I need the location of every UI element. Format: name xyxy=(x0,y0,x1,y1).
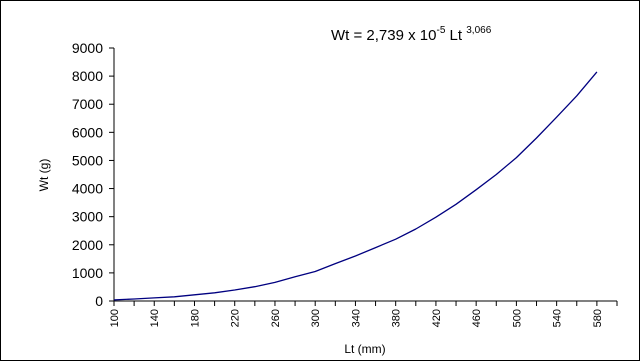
x-tick-label: 100 xyxy=(109,309,121,327)
x-tick-label: 380 xyxy=(391,309,403,327)
y-tick-label: 4000 xyxy=(72,181,103,197)
y-tick-label: 7000 xyxy=(72,96,103,112)
x-tick-label: 420 xyxy=(431,309,443,327)
equation-base: Wt = 2,739 x 10 xyxy=(331,27,436,44)
y-tick-label: 5000 xyxy=(72,152,103,168)
x-tick-label: 500 xyxy=(511,309,523,327)
x-tick-label: 180 xyxy=(189,309,201,327)
equation-mid: Lt xyxy=(445,27,466,44)
x-tick-label: 580 xyxy=(592,309,604,327)
x-tick-label: 220 xyxy=(230,309,242,327)
y-tick-label: 2000 xyxy=(72,237,103,253)
equation-exponent-2: 3,066 xyxy=(466,25,491,36)
equation-exponent-1: -5 xyxy=(436,25,445,36)
x-axis-title: Lt (mm) xyxy=(344,342,385,356)
x-axis-ticks: 100 140 180 220 260 300 340 380 420 460 500 540 580 xyxy=(109,301,618,327)
y-tick-label: 1000 xyxy=(72,265,103,281)
y-axis-title: Wt (g) xyxy=(37,159,51,192)
y-axis-ticks: 0 1000 2000 3000 4000 5000 6000 7000 8000 9000 xyxy=(72,40,114,309)
series-line xyxy=(113,71,598,301)
y-tick-label: 8000 xyxy=(72,68,103,84)
series-group xyxy=(113,71,598,301)
x-tick-label: 340 xyxy=(350,309,362,327)
x-tick-label: 300 xyxy=(310,309,322,327)
y-tick-label: 6000 xyxy=(72,124,103,140)
x-tick-label: 460 xyxy=(471,309,483,327)
x-tick-label: 540 xyxy=(552,309,564,327)
y-tick-label: 3000 xyxy=(72,209,103,225)
y-tick-label: 0 xyxy=(95,293,103,309)
equation-annotation: Wt = 2,739 x 10-5 Lt 3,066 xyxy=(331,25,492,44)
x-tick-label: 260 xyxy=(270,309,282,327)
x-tick-label: 140 xyxy=(149,309,161,327)
y-tick-label: 9000 xyxy=(72,40,103,56)
